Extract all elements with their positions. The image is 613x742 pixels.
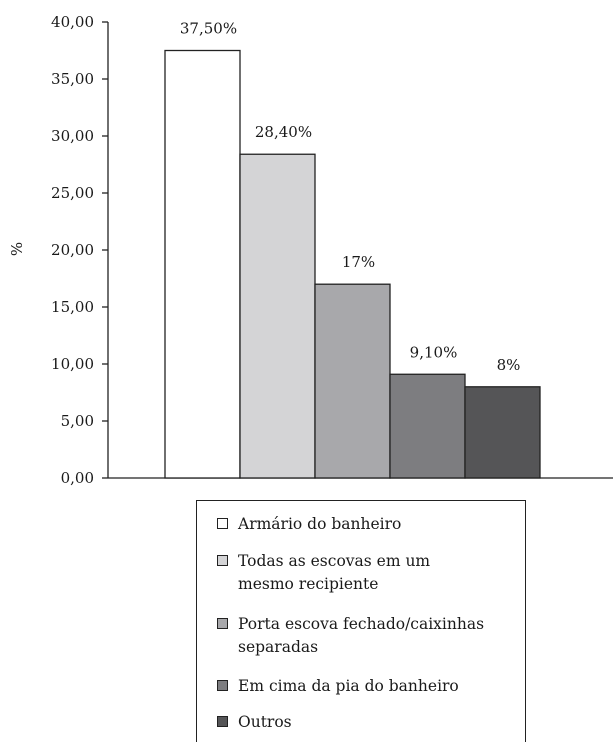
data-label: 8% xyxy=(497,356,521,374)
bar xyxy=(239,153,316,479)
y-axis-label: % xyxy=(8,242,26,256)
y-tick-label: 10,00 xyxy=(51,355,94,373)
legend-label: Outros xyxy=(238,713,292,731)
legend-item: Todas as escovas em um mesmo recipiente xyxy=(217,550,523,596)
bars xyxy=(164,49,541,479)
y-tick-label: 15,00 xyxy=(51,298,94,316)
bar xyxy=(389,373,466,479)
data-labels: 37,50% 28,40% 17% 9,10% 8% xyxy=(180,20,521,374)
y-axis: 0,00 5,00 10,00 15,00 20,00 25,00 30,00 35,00 40… xyxy=(51,13,613,487)
y-tick-label: 35,00 xyxy=(51,70,94,88)
data-label: 28,40% xyxy=(255,123,312,141)
y-tick-label: 30,00 xyxy=(51,127,94,145)
legend-item: Porta escova fechado/caixinhas separadas xyxy=(217,613,523,659)
bar xyxy=(164,49,241,479)
legend-label: Armário do banheiro xyxy=(238,515,402,533)
bar xyxy=(314,283,391,479)
y-tick-label: 25,00 xyxy=(51,184,94,202)
legend-swatch xyxy=(217,618,228,629)
legend-swatch xyxy=(217,555,228,566)
data-label: 17% xyxy=(342,253,375,271)
bar xyxy=(464,386,541,479)
legend-swatch xyxy=(217,716,228,727)
legend-label: Em cima da pia do banheiro xyxy=(238,677,459,695)
legend-item: Em cima da pia do banheiro xyxy=(217,675,523,698)
data-label: 37,50% xyxy=(180,20,237,38)
legend-item: Outros xyxy=(217,711,523,734)
legend-label: Todas as escovas em um mesmo recipiente xyxy=(238,552,431,593)
y-tick-label: 0,00 xyxy=(61,469,94,487)
data-label: 9,10% xyxy=(410,343,458,361)
bar-chart: 0,00 5,00 10,00 15,00 20,00 25,00 30,00 35,00 40… xyxy=(8,13,613,487)
legend-item: Armário do banheiro xyxy=(217,513,523,536)
legend-swatch xyxy=(217,518,228,529)
legend: Armário do banheiro Todas as escovas em u… xyxy=(196,500,526,742)
y-tick-label: 5,00 xyxy=(61,412,94,430)
y-tick-label: 20,00 xyxy=(51,241,94,259)
legend-swatch xyxy=(217,680,228,691)
y-tick-label: 40,00 xyxy=(51,13,94,31)
legend-label: Porta escova fechado/caixinhas separadas xyxy=(238,615,485,656)
